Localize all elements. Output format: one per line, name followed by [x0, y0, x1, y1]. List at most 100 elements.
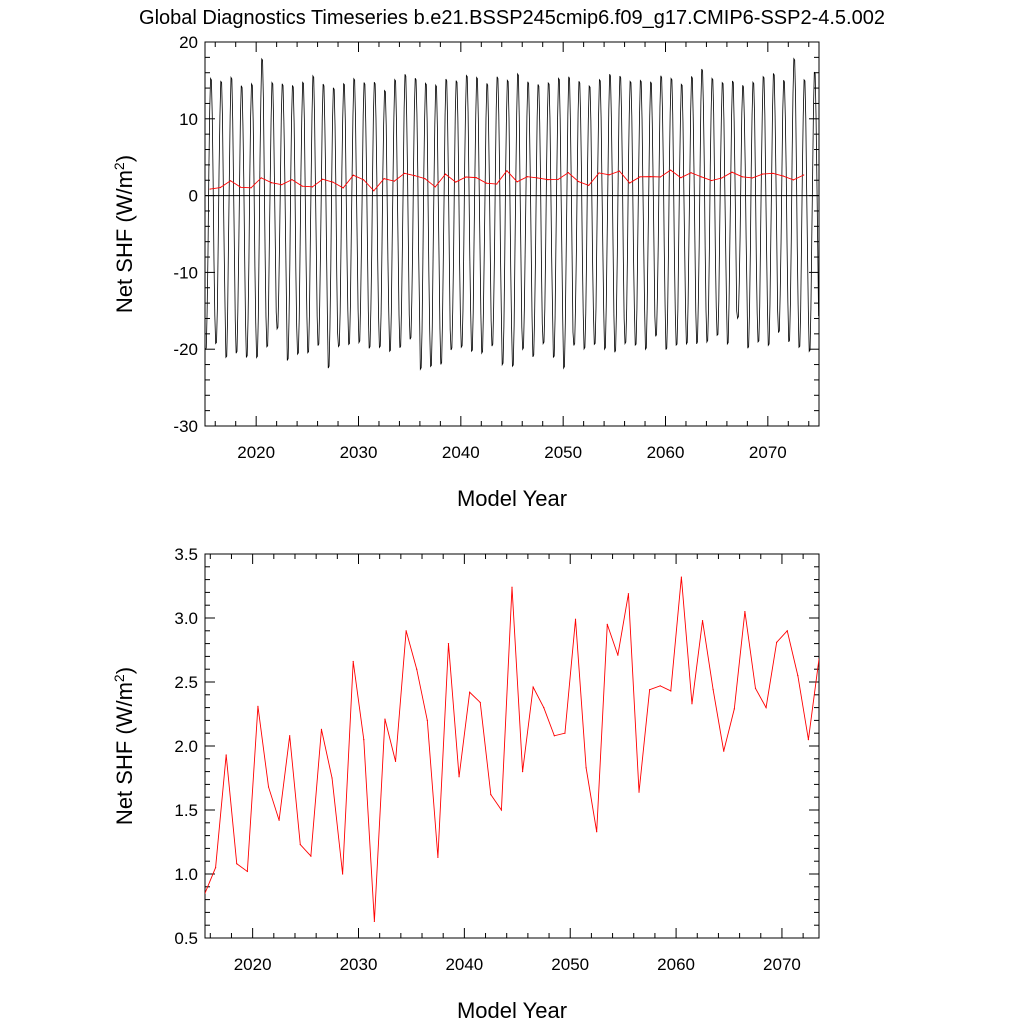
- annual-mean-point: [352, 660, 354, 663]
- plot-frame: [204, 41, 820, 427]
- annual-mean-point: [320, 728, 323, 730]
- annual-mean-point: [618, 170, 621, 172]
- y-tick-label: 0: [189, 187, 198, 206]
- annual-mean-point: [659, 685, 661, 687]
- annual-mean-point: [384, 718, 386, 720]
- x-tick-label: 2030: [340, 443, 378, 462]
- annual-mean-point: [744, 611, 746, 613]
- annual-mean-point: [557, 178, 559, 181]
- figure-title: Global Diagnostics Timeseries b.e21.BSSP…: [139, 7, 885, 29]
- y-tick-label: 10: [179, 110, 198, 129]
- annual-mean-point: [627, 593, 630, 595]
- annual-mean-point: [516, 181, 518, 183]
- annual-mean-point: [536, 177, 539, 179]
- annual-mean-point: [383, 178, 385, 180]
- annual-mean-point: [281, 184, 283, 186]
- annual-mean-point: [608, 174, 610, 176]
- annual-mean-point: [225, 754, 227, 756]
- annual-mean-point: [765, 707, 767, 709]
- annual-mean-point: [424, 178, 426, 180]
- y-tick-label: 2.0: [174, 737, 198, 756]
- annual-mean-point: [278, 819, 280, 821]
- x-tick-label: 2060: [647, 443, 685, 462]
- x-tick-label: 2060: [657, 955, 695, 974]
- annual-mean-point: [403, 172, 406, 174]
- annual-mean-point: [352, 174, 354, 176]
- annual-mean-point: [521, 771, 524, 773]
- annual-mean-point: [511, 586, 513, 588]
- y-tick-label: 20: [179, 33, 198, 52]
- annual-mean-point: [710, 179, 713, 182]
- annual-mean-point: [437, 856, 439, 858]
- annual-mean-point: [751, 177, 754, 179]
- annual-mean-point: [205, 892, 206, 894]
- x-tick-label: 2070: [749, 443, 787, 462]
- y-axis-label: Net SHF (W/m2): [111, 667, 137, 825]
- annual-mean-point: [680, 576, 682, 578]
- annual-mean-point: [405, 630, 407, 632]
- annual-mean-point: [209, 188, 211, 190]
- annual-mean-point: [506, 170, 508, 172]
- annual-mean-point: [731, 171, 733, 173]
- annual-mean-point: [567, 172, 569, 174]
- annual-mean-point: [458, 776, 460, 778]
- top-panel-monthly-timeseries: 2020 2030 2040 2050 2060 2070 -30 -20 -10 0 10 20 Mo…: [111, 33, 820, 511]
- annual-mean-point: [500, 809, 503, 811]
- x-tick-label: 2050: [551, 955, 589, 974]
- annual-mean-point: [776, 641, 778, 643]
- annual-mean-point: [260, 177, 262, 179]
- annual-mean-point: [363, 739, 365, 741]
- annual-mean-point: [792, 179, 795, 181]
- annual-mean-point: [373, 920, 375, 922]
- annual-mean-point: [543, 707, 545, 709]
- y-tick-label: 1.5: [174, 801, 198, 820]
- annual-mean-point: [649, 689, 651, 691]
- annual-mean-point: [807, 739, 810, 741]
- annual-mean-point: [250, 187, 252, 189]
- annual-mean-point: [670, 690, 672, 692]
- x-tick-label: 2070: [763, 955, 801, 974]
- annual-mean-point: [246, 870, 248, 873]
- y-axis-label: Net SHF (W/m2): [111, 155, 137, 313]
- annual-mean-point: [741, 176, 743, 178]
- annual-mean-point: [553, 735, 555, 737]
- annual-mean-point: [797, 675, 799, 677]
- annual-mean-point: [485, 182, 488, 184]
- annual-mean-point: [772, 172, 774, 174]
- annual-mean-point: [332, 181, 334, 183]
- annual-mean-point: [257, 705, 259, 707]
- annual-mean-point: [310, 855, 312, 857]
- annual-mean-point: [444, 173, 447, 175]
- annual-mean-point: [394, 760, 397, 762]
- annual-mean-point: [532, 686, 534, 688]
- annual-mean-point: [447, 643, 450, 645]
- annual-mean-point: [629, 182, 631, 184]
- y-tick-label: 3.0: [174, 609, 198, 628]
- annual-mean-point: [496, 183, 498, 185]
- annual-mean-point: [700, 176, 702, 178]
- y-tick-label: 1.0: [174, 865, 198, 884]
- y-tick-label: -20: [173, 340, 198, 359]
- annual-mean-point: [639, 176, 641, 178]
- annual-mean-point: [526, 176, 528, 178]
- annual-mean-series-line: [205, 576, 819, 922]
- plot-frame: [204, 553, 820, 939]
- annual-mean-point: [680, 177, 682, 179]
- x-tick-label: 2020: [237, 443, 275, 462]
- annual-mean-point: [649, 176, 651, 178]
- annual-mean-point: [469, 691, 471, 693]
- annual-mean-point: [598, 172, 600, 174]
- annual-mean-point: [490, 794, 492, 796]
- annual-mean-point: [818, 658, 819, 660]
- annual-mean-point: [393, 180, 395, 182]
- annual-mean-point: [414, 175, 416, 177]
- annual-mean-point: [214, 867, 217, 869]
- annual-mean-point: [426, 719, 428, 722]
- annual-mean-point: [434, 186, 436, 188]
- annual-mean-point: [564, 732, 566, 734]
- annual-mean-point: [803, 174, 805, 176]
- x-axis-label: Model Year: [457, 998, 567, 1023]
- annual-mean-point: [301, 185, 303, 187]
- annual-mean-point: [455, 181, 457, 183]
